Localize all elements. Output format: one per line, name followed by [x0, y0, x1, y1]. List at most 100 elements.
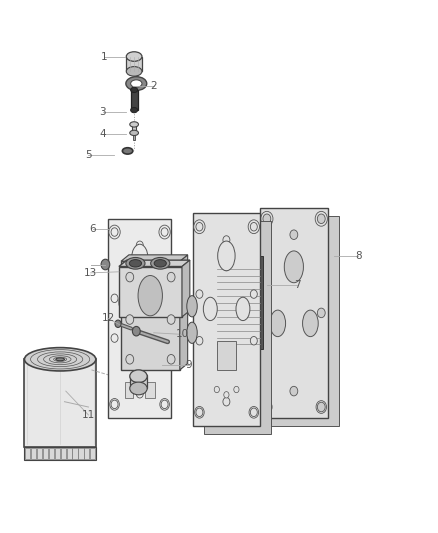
Circle shape	[111, 334, 118, 342]
Ellipse shape	[236, 297, 250, 320]
Ellipse shape	[131, 87, 138, 93]
Bar	[131, 90, 138, 110]
Circle shape	[111, 228, 118, 236]
Polygon shape	[260, 208, 328, 418]
Bar	[72, 448, 78, 459]
Circle shape	[167, 354, 175, 364]
Circle shape	[126, 315, 134, 324]
Ellipse shape	[126, 52, 142, 61]
Ellipse shape	[151, 257, 170, 269]
Circle shape	[251, 408, 257, 417]
Ellipse shape	[122, 148, 133, 154]
Circle shape	[115, 320, 121, 327]
Ellipse shape	[49, 356, 71, 363]
Circle shape	[111, 294, 118, 303]
Ellipse shape	[25, 348, 96, 371]
Ellipse shape	[130, 130, 138, 135]
Circle shape	[194, 407, 204, 418]
Circle shape	[110, 399, 119, 410]
Polygon shape	[204, 221, 271, 433]
Ellipse shape	[131, 80, 142, 87]
Ellipse shape	[284, 251, 304, 282]
Ellipse shape	[53, 357, 67, 361]
Polygon shape	[119, 260, 190, 266]
Circle shape	[161, 400, 168, 409]
Circle shape	[318, 214, 325, 223]
Ellipse shape	[148, 292, 162, 313]
Circle shape	[196, 336, 203, 345]
Circle shape	[194, 220, 205, 233]
Circle shape	[316, 401, 326, 414]
Circle shape	[318, 402, 325, 412]
Ellipse shape	[126, 77, 147, 91]
Circle shape	[101, 259, 110, 270]
Circle shape	[126, 354, 134, 364]
Circle shape	[161, 294, 168, 303]
Bar	[130, 375, 147, 389]
Ellipse shape	[270, 310, 286, 337]
Bar	[90, 448, 95, 459]
Text: 1: 1	[100, 52, 107, 62]
Circle shape	[167, 272, 175, 282]
Bar	[60, 448, 66, 459]
Polygon shape	[193, 214, 260, 425]
Bar	[67, 448, 71, 459]
Circle shape	[318, 308, 325, 318]
Text: 5: 5	[85, 150, 92, 160]
Polygon shape	[182, 260, 190, 317]
Ellipse shape	[31, 350, 90, 369]
Circle shape	[161, 334, 168, 342]
Bar	[49, 448, 54, 459]
Polygon shape	[121, 255, 187, 261]
Circle shape	[290, 230, 298, 239]
Ellipse shape	[119, 292, 132, 313]
Ellipse shape	[303, 310, 318, 337]
Circle shape	[223, 236, 230, 244]
Ellipse shape	[203, 297, 217, 320]
Circle shape	[263, 402, 271, 412]
Circle shape	[223, 262, 230, 271]
Circle shape	[263, 308, 271, 318]
Text: 7: 7	[294, 280, 300, 290]
Bar	[55, 448, 60, 459]
Bar	[78, 448, 84, 459]
Text: 2: 2	[150, 81, 157, 91]
Circle shape	[234, 386, 239, 393]
Ellipse shape	[187, 322, 197, 343]
Circle shape	[109, 225, 120, 239]
Text: 4: 4	[99, 129, 106, 139]
Circle shape	[132, 326, 140, 336]
Bar	[215, 256, 262, 349]
Circle shape	[159, 225, 170, 239]
Circle shape	[196, 290, 203, 298]
Polygon shape	[145, 382, 155, 398]
Bar	[25, 359, 96, 447]
Circle shape	[248, 220, 259, 233]
Bar	[126, 56, 142, 71]
Ellipse shape	[154, 260, 166, 267]
Circle shape	[251, 336, 257, 345]
Circle shape	[290, 386, 298, 396]
Circle shape	[261, 401, 272, 414]
Circle shape	[136, 241, 143, 249]
Polygon shape	[271, 216, 339, 425]
Circle shape	[249, 407, 258, 418]
Circle shape	[223, 398, 230, 406]
Ellipse shape	[131, 108, 138, 113]
Circle shape	[161, 228, 168, 236]
Bar	[31, 448, 36, 459]
Text: 8: 8	[355, 251, 362, 261]
Polygon shape	[130, 330, 149, 366]
Bar	[37, 448, 42, 459]
Ellipse shape	[126, 257, 145, 269]
Polygon shape	[180, 255, 187, 370]
Ellipse shape	[38, 352, 83, 367]
Bar	[119, 266, 182, 317]
Circle shape	[160, 399, 170, 410]
Circle shape	[196, 408, 203, 417]
Ellipse shape	[130, 122, 138, 127]
Circle shape	[251, 290, 257, 298]
Polygon shape	[124, 382, 133, 398]
Text: 11: 11	[82, 410, 95, 420]
Circle shape	[136, 390, 143, 398]
